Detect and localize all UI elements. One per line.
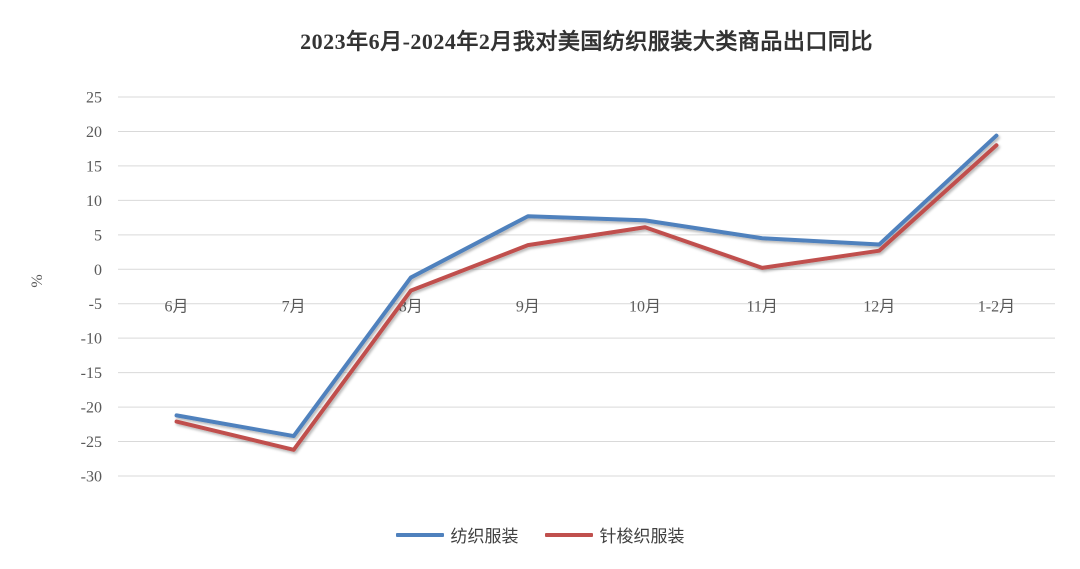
chart-title: 2023年6月-2024年2月我对美国纺织服装大类商品出口同比 — [300, 29, 873, 54]
y-tick-label: -15 — [81, 365, 102, 382]
legend-item: 纺织服装 — [395, 522, 519, 547]
x-category-label: 11月 — [746, 299, 777, 316]
legend-label: 纺织服装 — [450, 527, 519, 546]
series-line — [174, 133, 999, 439]
x-category-label: 6月 — [165, 299, 189, 316]
x-category-label: 8月 — [399, 299, 423, 316]
series-line — [174, 143, 999, 452]
legend-line-swatch — [395, 532, 444, 537]
legend-line-swatch — [544, 532, 593, 537]
y-tick-label: -5 — [89, 296, 102, 313]
x-category-label: 9月 — [516, 299, 540, 316]
x-category-label: 12月 — [863, 299, 895, 316]
legend-label: 针梭织服装 — [599, 527, 685, 546]
y-tick-label: 10 — [86, 193, 102, 210]
y-tick-label: 20 — [86, 124, 102, 141]
x-category-label: 7月 — [282, 299, 306, 316]
y-tick-label: 0 — [94, 262, 102, 279]
legend-item: 针梭织服装 — [544, 522, 685, 547]
y-tick-label: 5 — [94, 227, 102, 244]
y-tick-label: -25 — [81, 434, 102, 451]
y-tick-label: 15 — [86, 158, 102, 175]
x-category-label: 1-2月 — [978, 299, 1015, 316]
y-tick-label: 25 — [86, 90, 102, 107]
y-tick-label: -10 — [81, 331, 102, 348]
legend: 纺织服装 针梭织服装 — [0, 522, 1080, 547]
y-tick-label: -20 — [81, 400, 102, 417]
x-category-label: 10月 — [629, 299, 661, 316]
y-tick-label: -30 — [81, 469, 102, 486]
